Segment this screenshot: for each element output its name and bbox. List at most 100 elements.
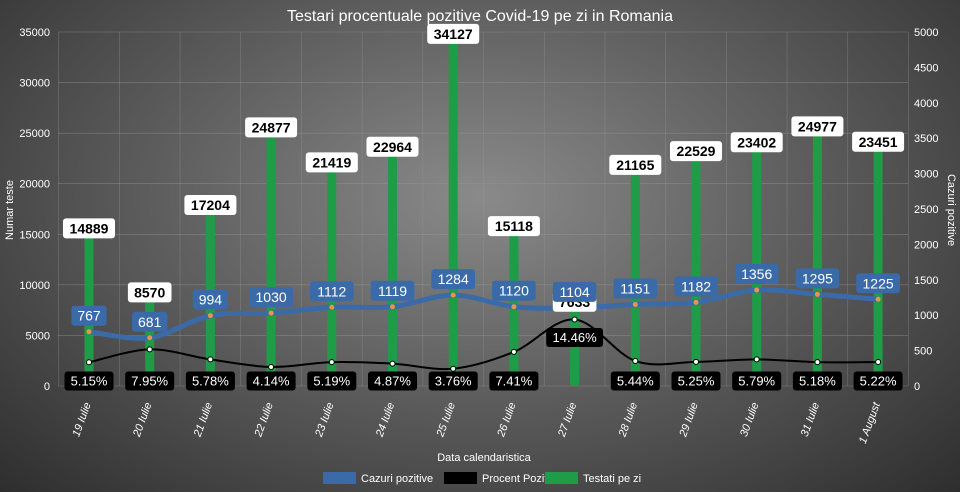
left-axis-ticks: 0 5000 10000 15000 20000 25000 30000 35000 — [19, 27, 50, 393]
label-testati-box — [127, 282, 172, 303]
label-cazuri: 1225 — [856, 273, 900, 294]
point-procent — [268, 363, 275, 370]
label-procent-text: 5.22% — [860, 374, 897, 389]
label-cazuri-text: 681 — [138, 314, 162, 330]
label-cazuri: 1030 — [249, 287, 293, 308]
label-procent-box — [792, 371, 842, 391]
x-axis-title: Data calendaristica — [437, 452, 531, 464]
label-cazuri: 767 — [71, 305, 107, 326]
line-procent — [88, 318, 879, 371]
label-procent: 5.44% — [610, 371, 660, 391]
point-cazuri — [693, 299, 699, 305]
legend-swatch — [444, 472, 477, 484]
label-testati: 24877 — [245, 117, 298, 138]
grid-lines — [58, 31, 909, 387]
label-testati-box — [366, 136, 419, 157]
legend-item[interactable]: Cazuri pozitive — [323, 472, 433, 485]
label-testati-box — [609, 154, 662, 175]
legend[interactable]: Cazuri pozitive Procent Pozitivi Testati p… — [323, 472, 641, 485]
legend-item[interactable]: Procent Pozitivi — [444, 472, 558, 485]
label-procent: 5.79% — [732, 371, 782, 391]
label-cazuri-text: 1030 — [256, 289, 287, 305]
point-procent — [450, 365, 457, 372]
bar-testati — [873, 148, 883, 386]
label-testati-box — [63, 218, 115, 239]
point-cazuri — [875, 296, 881, 302]
point-procent — [328, 359, 335, 366]
label-testati: 17204 — [184, 194, 237, 215]
label-testati: 8570 — [127, 282, 172, 303]
label-testati-text: 21419 — [312, 154, 351, 170]
point-cazuri — [207, 313, 213, 319]
label-procent-text: 14.46% — [553, 330, 598, 345]
point-cazuri — [147, 335, 153, 341]
label-procent-box — [671, 371, 721, 391]
category-label: 27 Iulie — [556, 401, 580, 439]
label-procent-text: 4.87% — [374, 374, 411, 389]
label-cazuri-text: 1112 — [317, 283, 346, 299]
bar-testati — [570, 308, 580, 386]
label-testati: 14889 — [63, 218, 115, 239]
right-tick-label: 1000 — [914, 310, 938, 322]
label-cazuri-box — [132, 311, 168, 332]
label-procent-text: 5.15% — [71, 374, 108, 389]
label-cazuri-box — [613, 278, 658, 299]
point-cazuri — [511, 304, 517, 310]
label-cazuri-box — [734, 263, 779, 284]
label-procent: 4.87% — [368, 371, 417, 391]
bar-testati — [812, 133, 822, 386]
label-cazuri-text: 767 — [77, 308, 101, 324]
label-testati: 23402 — [730, 132, 783, 153]
point-cazuri — [268, 310, 274, 316]
legend-item[interactable]: Testati pe zi — [545, 472, 641, 485]
label-testati-text: 21165 — [616, 157, 654, 173]
category-label: 29 Iulie — [677, 401, 701, 439]
legend-label: Testati pe zi — [583, 473, 641, 485]
label-testati-text: 22964 — [373, 139, 412, 155]
label-cazuri: 1112 — [310, 281, 354, 302]
point-procent — [693, 358, 699, 365]
label-testati-text: 24877 — [252, 119, 291, 135]
right-tick-label: 2000 — [914, 239, 938, 251]
bar-testati — [509, 233, 519, 386]
point-procent — [146, 346, 153, 353]
label-testati-box — [305, 152, 358, 173]
bar-testati — [691, 158, 701, 386]
label-testati-box — [670, 141, 722, 162]
label-testati-text: 8570 — [134, 284, 165, 300]
label-testati-text: 23451 — [859, 134, 898, 150]
label-procent-box — [185, 371, 235, 391]
label-procent: 7.41% — [489, 371, 539, 391]
point-cazuri — [754, 287, 760, 293]
line-series-cazuri — [86, 287, 881, 341]
category-label: 31 Iulie — [799, 401, 822, 438]
label-testati-text: 14889 — [70, 220, 109, 236]
category-labels: 19 Iulie 20 Iulie 21 Iulie 22 Iulie 23 Iulie… — [70, 400, 883, 445]
label-cazuri-box — [310, 281, 354, 302]
label-testati: 23451 — [852, 131, 905, 152]
label-testati-text: 24977 — [798, 118, 837, 134]
right-tick-label: 0 — [914, 381, 920, 393]
label-testati: 22964 — [366, 136, 419, 157]
right-tick-label: 3000 — [914, 169, 938, 181]
left-tick-label: 0 — [44, 381, 50, 393]
label-testati-box — [487, 216, 540, 237]
right-axis-ticks: 0 500 1000 1500 2000 2500 3000 3500 4000 4500 5000 — [914, 27, 938, 393]
label-testati-text: 17204 — [191, 197, 230, 213]
label-cazuri: 1182 — [674, 276, 718, 297]
label-cazuri-text: 1119 — [378, 283, 407, 299]
point-procent — [814, 359, 821, 366]
label-cazuri-text: 1104 — [560, 284, 590, 300]
legend-label: Procent Pozitivi — [482, 473, 558, 485]
label-cazuri: 1151 — [613, 278, 658, 299]
label-procent: 5.19% — [307, 371, 357, 391]
label-testati-box — [730, 132, 783, 153]
left-tick-label: 30000 — [19, 78, 50, 90]
point-procent — [875, 358, 882, 365]
label-procent: 5.15% — [64, 371, 114, 391]
point-cazuri — [632, 302, 638, 308]
point-cazuri — [814, 291, 820, 297]
label-procent-text: 7.95% — [131, 374, 168, 389]
label-cazuri-box — [431, 269, 475, 290]
